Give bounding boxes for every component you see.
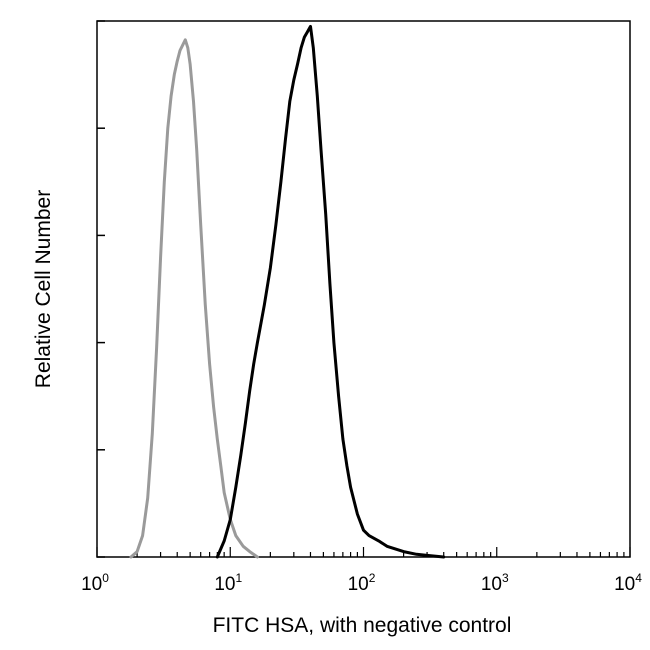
histogram-series-0 — [129, 38, 259, 559]
x-tick-label-1: 101 — [214, 571, 242, 595]
x-tick-label-4: 104 — [614, 571, 642, 595]
histogram-series-1 — [215, 24, 446, 559]
x-axis-title: FITC HSA, with negative control — [213, 614, 512, 637]
y-axis-title: Relative Cell Number — [32, 190, 55, 388]
x-axis-tick-labels: 100 101 102 103 104 — [81, 571, 642, 595]
x-axis-ticks — [96, 547, 631, 557]
x-tick-label-0: 100 — [81, 571, 109, 595]
plot-area-frame — [96, 20, 631, 558]
series-layer — [129, 24, 446, 559]
x-tick-label-3: 103 — [481, 571, 509, 595]
y-axis-ticks — [97, 20, 105, 558]
x-tick-label-2: 102 — [348, 571, 376, 595]
